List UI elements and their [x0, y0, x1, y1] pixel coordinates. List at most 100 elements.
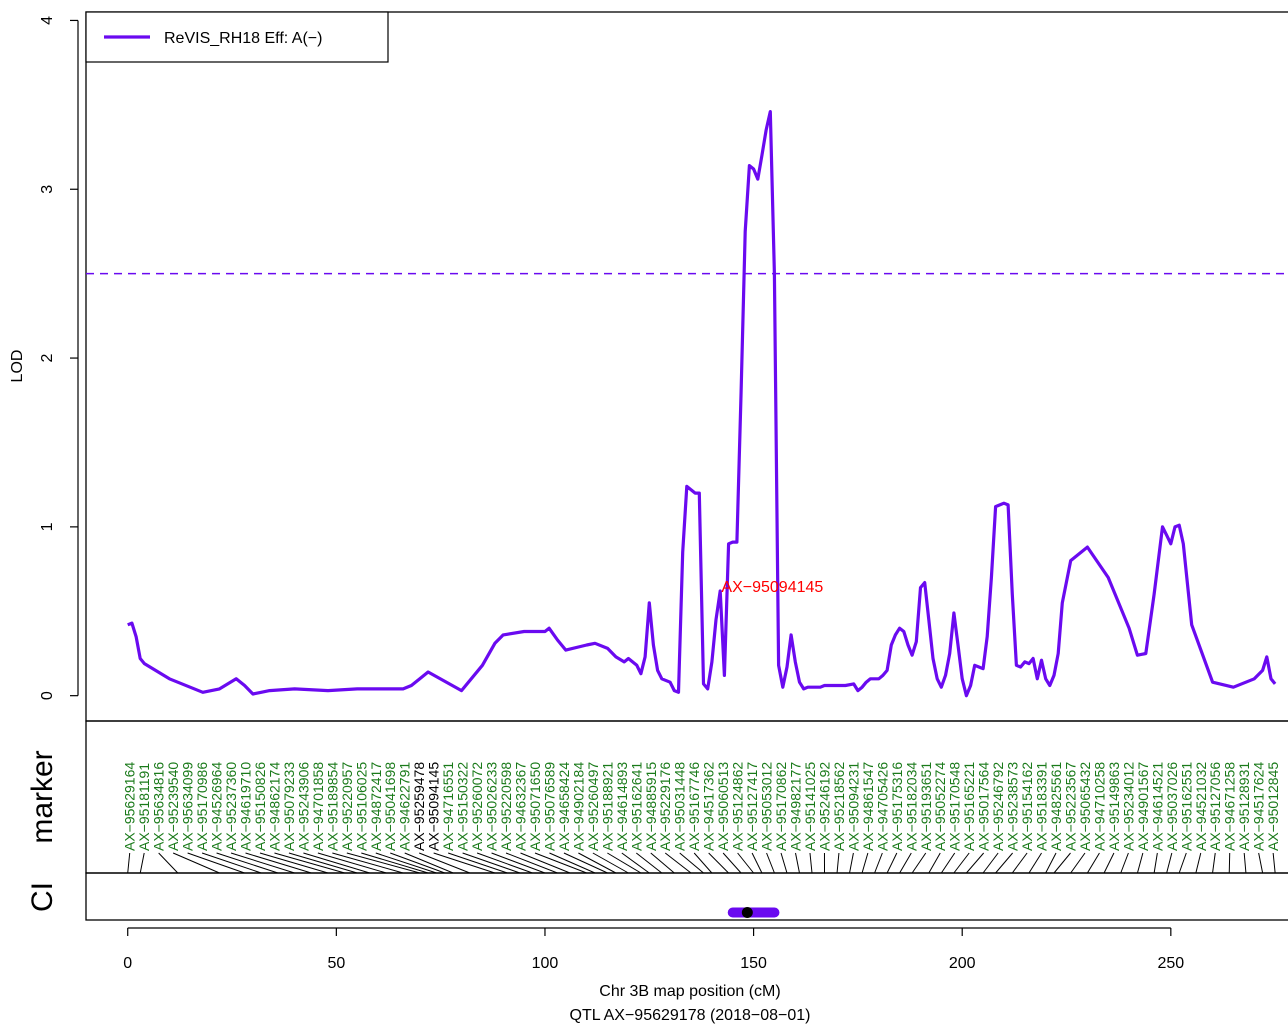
marker-link [158, 852, 179, 874]
marker-link [505, 852, 558, 874]
marker-link [476, 852, 533, 874]
marker-link [1011, 852, 1028, 874]
marker-label: AX−94614521 [1149, 762, 1165, 851]
marker-label: AX−95076589 [541, 762, 557, 851]
marker-label: AX−94825561 [1048, 762, 1064, 851]
marker-labels: AX−95629164AX−95181191AX−95634816AX−9523… [122, 762, 1281, 851]
marker-link [953, 852, 970, 874]
ci-panel [85, 872, 1288, 921]
marker-link [911, 852, 927, 874]
marker-link [635, 852, 663, 874]
marker-label: AX−94517362 [701, 762, 717, 851]
marker-link [1028, 852, 1042, 874]
marker-label: AX−95243906 [295, 762, 311, 851]
marker-link [139, 852, 145, 874]
marker-label: AX−95238573 [1005, 762, 1021, 851]
y-tick-label: 4 [39, 16, 56, 25]
marker-label: AX−94716551 [440, 762, 456, 851]
marker-link [1195, 852, 1202, 874]
legend-entry: ReVIS_RH18 Eff: A(−) [164, 30, 322, 47]
chart-subtitle: QTL AX−95629178 (2018−08−01) [570, 1007, 811, 1024]
marker-link [928, 852, 941, 874]
marker-link [679, 852, 704, 874]
marker-link [361, 852, 429, 874]
y-tick-label: 1 [39, 522, 56, 531]
lod-panel-frame [85, 11, 1288, 722]
x-tick-label: 0 [123, 955, 132, 972]
marker-link [664, 852, 692, 874]
marker-link [874, 852, 883, 874]
marker-label: AX−94632367 [513, 762, 529, 851]
marker-label: AX−94521032 [1193, 762, 1209, 851]
marker-label: AX−95260072 [469, 762, 485, 851]
x-tick-label: 150 [740, 955, 767, 972]
x-tick-label: 250 [1157, 955, 1184, 972]
marker-label: AX−95094145 [426, 762, 442, 851]
marker-link [462, 852, 521, 874]
lod-panel [85, 11, 1288, 722]
marker-label: AX−95060513 [715, 762, 731, 851]
marker-link [795, 852, 800, 874]
marker-link [780, 852, 788, 874]
marker-label: AX−95150322 [455, 762, 471, 851]
marker-link [563, 852, 608, 874]
marker-label: AX−95629164 [122, 762, 138, 851]
marker-label: AX−95220957 [339, 762, 355, 851]
marker-label: AX−95170986 [194, 762, 210, 851]
marker-link [621, 852, 650, 874]
x-axis-label: Chr 3B map position (cM) [599, 983, 780, 1000]
legend-box [85, 11, 389, 63]
marker-link [303, 852, 370, 874]
x-tick-label: 200 [949, 955, 976, 972]
marker-label: AX−95079233 [281, 762, 297, 851]
marker-link [966, 852, 985, 874]
marker-label: AX−94622791 [397, 762, 413, 851]
marker-link [201, 852, 262, 874]
x-axis: 0 50 100 150 200 250 [123, 927, 1184, 972]
marker-label: AX−95124862 [730, 762, 746, 851]
marker-label: AX−95239540 [165, 762, 181, 851]
marker-label: AX−94517624 [1251, 762, 1267, 851]
marker-link [1153, 852, 1158, 874]
x-tick-label: 100 [532, 955, 559, 972]
marker-label: AX−95167746 [686, 762, 702, 851]
marker-label: AX−95127417 [744, 762, 760, 851]
marker-link [809, 852, 813, 874]
marker-link [317, 852, 387, 874]
marker-link [886, 852, 898, 874]
marker-label: AX−95041698 [382, 762, 398, 851]
marker-label: AX−95017564 [976, 762, 992, 851]
marker-label: AX−95218562 [831, 762, 847, 851]
marker-label: AX−94982177 [788, 762, 804, 851]
marker-panel-label: marker [26, 750, 59, 843]
marker-link [1103, 852, 1115, 874]
marker-label: AX−95052274 [932, 762, 948, 851]
marker-link [216, 852, 279, 874]
marker-label: AX−95106025 [353, 762, 369, 851]
marker-link [940, 852, 956, 874]
marker-label: AX−95634816 [151, 762, 167, 851]
marker-link [578, 852, 617, 874]
marker-label: AX−95165221 [961, 762, 977, 851]
marker-label: AX−94658424 [556, 762, 572, 851]
marker-label: AX−95071650 [527, 762, 543, 851]
marker-label: AX−95181191 [136, 763, 152, 851]
marker-link [737, 852, 754, 874]
marker-label: AX−94614893 [614, 762, 630, 851]
marker-link [1070, 852, 1086, 874]
marker-link [288, 852, 358, 874]
marker-link [751, 852, 763, 874]
marker-label: AX−94862174 [266, 762, 282, 851]
marker-link [607, 852, 642, 874]
marker-label: AX−95128931 [1236, 762, 1252, 851]
ci-panel-label: CI [26, 882, 59, 912]
peak-marker-label: AX−95094145 [721, 579, 823, 596]
marker-link [836, 852, 840, 874]
marker-label: AX−95094231 [845, 762, 861, 851]
marker-label: AX−95162641 [628, 762, 644, 851]
marker-link [722, 852, 742, 874]
marker-link [187, 852, 245, 874]
marker-label: AX−95170548 [947, 762, 963, 851]
marker-link [1212, 852, 1216, 874]
marker-label: AX−95037026 [1164, 762, 1180, 851]
